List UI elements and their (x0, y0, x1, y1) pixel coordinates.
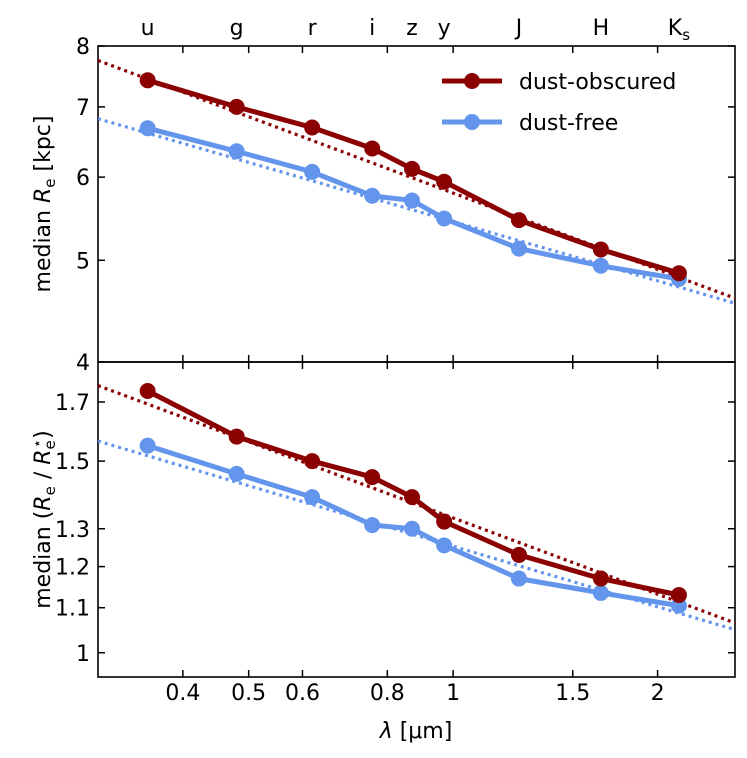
band-label: y (438, 16, 451, 41)
bottom-point-dust-free (228, 465, 245, 482)
top-fit-line-dust-obscured (98, 58, 735, 300)
bottom-point-dust-free (404, 520, 421, 537)
top-y-tick-label: 8 (76, 35, 90, 60)
bottom-point-dust-obscured (592, 570, 609, 587)
top-point-dust-obscured (404, 160, 421, 177)
top-point-dust-obscured (304, 119, 321, 136)
top-point-dust-free (139, 120, 156, 137)
top-point-dust-free (304, 163, 321, 180)
bottom-point-dust-obscured (304, 453, 321, 470)
legend-label-dust-obscured: dust-obscured (519, 70, 676, 95)
x-tick-label: 1.5 (555, 681, 590, 706)
legend-marker-dust-obscured (464, 73, 480, 89)
top-point-dust-obscured (592, 241, 609, 258)
bottom-point-dust-obscured (364, 469, 381, 486)
bottom-y-tick-label: 1 (76, 642, 90, 667)
top-point-dust-free (436, 210, 453, 227)
top-point-dust-obscured (364, 140, 381, 157)
bottom-point-dust-obscured (436, 513, 453, 530)
bottom-point-dust-free (304, 489, 321, 506)
top-y-tick-label: 5 (76, 249, 90, 274)
bottom-panel: 1 1.1 1.2 1.3 1.5 1.7 (55, 361, 736, 678)
top-y-tick-label: 7 (76, 96, 90, 121)
top-fit-line-dust-free (98, 117, 735, 305)
band-label: Ks (668, 16, 690, 44)
top-point-dust-free (364, 187, 381, 204)
top-point-dust-free (228, 143, 245, 160)
x-axis-label: λ [μm] (379, 719, 453, 744)
x-tick-label: 0.4 (165, 681, 200, 706)
bottom-point-dust-obscured (228, 428, 245, 445)
legend-marker-dust-free (464, 114, 480, 130)
top-y-axis-label: median Re [kpc] (31, 116, 59, 293)
band-label: i (369, 16, 375, 41)
bottom-point-dust-obscured (670, 586, 687, 603)
band-label: u (141, 16, 155, 41)
top-point-dust-obscured (436, 173, 453, 190)
x-tick-label: 0.5 (231, 681, 266, 706)
band-label: H (593, 16, 610, 41)
bottom-y-axis-label: median (Re / Re⋆) (28, 430, 59, 609)
band-label: J (514, 16, 523, 41)
y-axis-labels: median Re [kpc] median (Re / Re⋆) (28, 116, 59, 609)
x-tick-label: 0.8 (370, 681, 405, 706)
bottom-point-dust-obscured (404, 489, 421, 506)
bottom-point-dust-free (510, 570, 527, 587)
top-y-tick-label: 4 (76, 351, 90, 376)
top-y-tick-label: 6 (76, 166, 90, 191)
legend-label-dust-free: dust-free (519, 111, 618, 136)
x-tick-label: 2 (651, 681, 665, 706)
top-point-dust-obscured (510, 212, 527, 229)
bottom-y-tick-label: 1.3 (55, 518, 90, 543)
x-tick-label: 0.6 (285, 681, 320, 706)
bottom-y-tick-label: 1.5 (55, 450, 90, 475)
bottom-fit-line-dust-obscured (98, 384, 735, 625)
bottom-point-dust-obscured (139, 382, 156, 399)
band-labels: u g r i z y J H Ks (141, 16, 691, 44)
top-point-dust-obscured (139, 72, 156, 89)
bottom-y-tick-label: 1.7 (55, 391, 90, 416)
top-point-dust-free (592, 257, 609, 274)
bottom-point-dust-free (592, 584, 609, 601)
bottom-point-dust-free (139, 437, 156, 454)
band-label: r (308, 16, 318, 41)
band-label: z (406, 16, 418, 41)
legend: dust-obscured dust-free (442, 70, 676, 136)
x-tick-label: 1 (446, 681, 460, 706)
bottom-y-tick-label: 1.2 (55, 556, 90, 581)
top-point-dust-free (404, 192, 421, 209)
band-label: g (230, 16, 244, 41)
bottom-point-dust-free (436, 537, 453, 554)
bottom-point-dust-free (364, 517, 381, 534)
bottom-point-dust-obscured (510, 546, 527, 563)
top-point-dust-free (510, 240, 527, 257)
bottom-plot-frame (97, 361, 736, 678)
top-point-dust-obscured (228, 98, 245, 115)
x-axis: 0.4 0.5 0.6 0.8 1 1.5 2 λ [μm] (165, 681, 664, 744)
top-panel: 4 5 6 7 8 (76, 35, 736, 376)
bottom-y-tick-label: 1.1 (55, 597, 90, 622)
top-point-dust-obscured (670, 265, 687, 282)
